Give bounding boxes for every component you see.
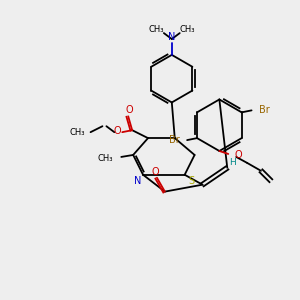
Text: O: O [125,105,133,116]
Text: O: O [113,126,121,136]
Text: CH₃: CH₃ [98,154,113,164]
Text: CH₃: CH₃ [69,128,85,137]
Text: S: S [188,176,195,186]
Text: CH₃: CH₃ [180,25,195,34]
Text: O: O [234,150,242,160]
Text: Br: Br [259,105,269,116]
Text: H: H [229,158,236,167]
Text: O: O [151,167,159,177]
Text: CH₃: CH₃ [148,25,164,34]
Text: N: N [134,176,142,186]
Text: N: N [168,32,176,42]
Text: Br: Br [169,135,180,145]
